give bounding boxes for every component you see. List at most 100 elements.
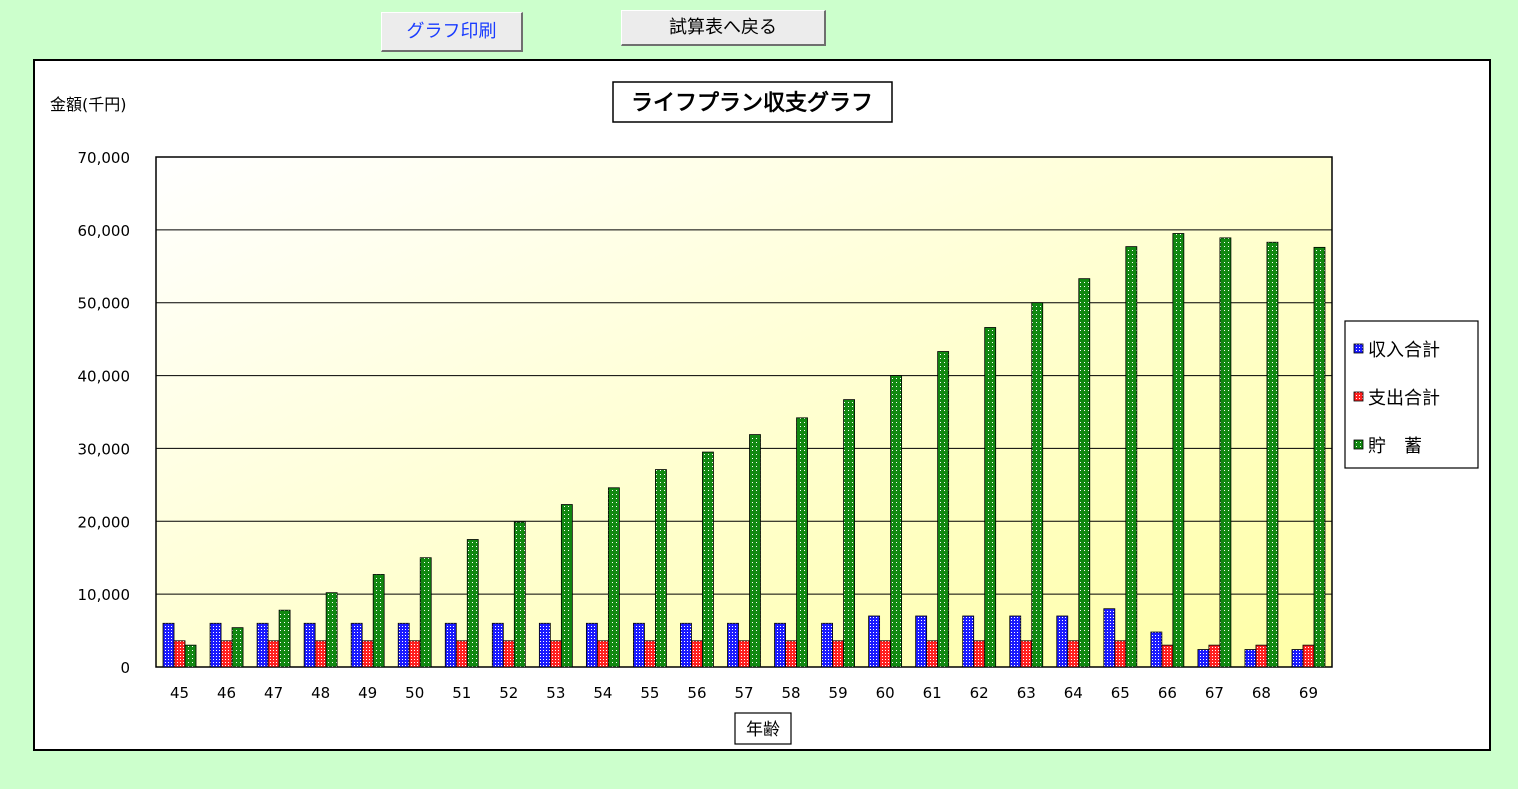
chart-title: ライフプラン収支グラフ [631, 90, 873, 116]
x-tick-label: 61 [923, 684, 942, 702]
bar-2-62 [984, 327, 997, 668]
x-tick-label: 45 [170, 684, 189, 702]
y-tick-label: 20,000 [78, 513, 131, 531]
bar-1-52 [502, 640, 515, 668]
bar-2-64 [1078, 278, 1091, 668]
bar-2-53 [560, 504, 573, 668]
bar-0-67 [1197, 649, 1210, 668]
x-tick-label: 51 [452, 684, 471, 702]
bar-1-62 [973, 640, 986, 668]
bar-2-66 [1172, 233, 1185, 668]
legend-label: 支出合計 [1368, 388, 1440, 409]
bar-1-60 [879, 640, 892, 668]
bar-2-48 [325, 592, 338, 668]
x-tick-label: 68 [1252, 684, 1271, 702]
legend-label: 貯 蓄 [1368, 436, 1422, 457]
bar-1-49 [361, 640, 374, 668]
legend-label: 収入合計 [1368, 340, 1440, 361]
bar-0-49 [350, 622, 363, 668]
bar-0-58 [774, 622, 786, 668]
x-tick-labels: 45 46 47 48 49 50 51 52 53 54 55 56 57 58 59 60 61 62 63 64… [170, 684, 1318, 702]
bar-2-59 [843, 399, 855, 668]
y-tick-label: 10,000 [78, 586, 131, 604]
graph-print-button[interactable]: グラフ印刷 [381, 12, 523, 52]
bar-0-55 [633, 622, 645, 668]
y-axis-label: 金額(千円) [50, 95, 127, 114]
x-tick-label: 63 [1017, 684, 1036, 702]
bar-0-50 [397, 622, 410, 668]
x-tick-label: 48 [311, 684, 330, 702]
bar-2-61 [937, 351, 950, 668]
y-tick-label: 60,000 [78, 222, 131, 240]
x-tick-label: 50 [405, 684, 424, 702]
bar-0-48 [303, 622, 316, 668]
bar-1-45 [173, 640, 186, 668]
bar-0-45 [162, 622, 175, 668]
y-tick-label: 40,000 [78, 368, 131, 386]
x-tick-label: 54 [593, 684, 612, 702]
chart-area: 0 10,000 20,000 30,000 40,000 50,000 60,000 70,… [33, 59, 1491, 751]
bar-1-63 [1020, 640, 1033, 668]
bar-1-65 [1114, 640, 1127, 668]
bar-0-52 [491, 622, 504, 668]
x-tick-label: 59 [829, 684, 848, 702]
bar-0-51 [444, 622, 457, 668]
bar-0-59 [821, 622, 833, 668]
bar-1-46 [220, 640, 233, 668]
x-tick-label: 69 [1299, 684, 1318, 702]
x-tick-label: 47 [264, 684, 283, 702]
x-tick-label: 64 [1064, 684, 1083, 702]
y-tick-label: 70,000 [78, 149, 131, 167]
bar-1-61 [926, 640, 939, 668]
bar-2-55 [655, 469, 667, 668]
bar-2-47 [278, 609, 291, 668]
bar-0-66 [1150, 631, 1163, 668]
x-tick-label: 62 [970, 684, 989, 702]
bar-2-52 [513, 521, 526, 668]
legend-swatch [1353, 343, 1364, 354]
bar-1-66 [1161, 644, 1174, 668]
bar-0-64 [1056, 615, 1069, 668]
bar-1-47 [267, 640, 280, 668]
x-tick-label: 67 [1205, 684, 1224, 702]
bar-0-63 [1009, 615, 1022, 668]
bar-1-55 [644, 640, 656, 668]
x-tick-label: 55 [640, 684, 659, 702]
bar-1-51 [455, 640, 468, 668]
bar-1-67 [1208, 644, 1221, 668]
x-tick-label: 46 [217, 684, 236, 702]
bar-2-56 [702, 451, 714, 668]
back-to-trial-balance-button[interactable]: 試算表へ戻る [621, 10, 826, 46]
bar-2-65 [1125, 246, 1138, 668]
bar-2-50 [419, 557, 432, 668]
bar-0-62 [962, 615, 975, 668]
bar-1-56 [691, 640, 703, 668]
x-axis-label: 年齢 [746, 720, 780, 740]
bar-1-54 [596, 640, 609, 668]
bar-0-54 [585, 622, 598, 668]
bars [162, 233, 1326, 668]
bar-0-47 [256, 622, 269, 668]
bar-1-50 [408, 640, 421, 668]
legend-swatch [1353, 439, 1364, 450]
bar-2-60 [890, 375, 903, 668]
x-tick-label: 52 [499, 684, 518, 702]
y-tick-label: 50,000 [78, 295, 131, 313]
bar-2-45 [184, 644, 197, 668]
bar-2-57 [749, 434, 761, 668]
x-tick-label: 60 [876, 684, 895, 702]
bar-2-51 [466, 539, 479, 668]
bar-1-68 [1255, 644, 1268, 668]
bar-1-69 [1302, 644, 1315, 668]
x-tick-label: 58 [781, 684, 800, 702]
bar-2-67 [1219, 237, 1232, 668]
bar-0-61 [915, 615, 928, 668]
bar-2-63 [1031, 302, 1044, 668]
bar-2-69 [1313, 246, 1326, 668]
legend-swatch [1353, 391, 1364, 402]
bar-0-60 [868, 615, 881, 668]
x-tick-label: 56 [687, 684, 706, 702]
x-tick-label: 65 [1111, 684, 1130, 702]
y-tick-label: 0 [120, 659, 130, 677]
bar-0-65 [1103, 608, 1116, 668]
